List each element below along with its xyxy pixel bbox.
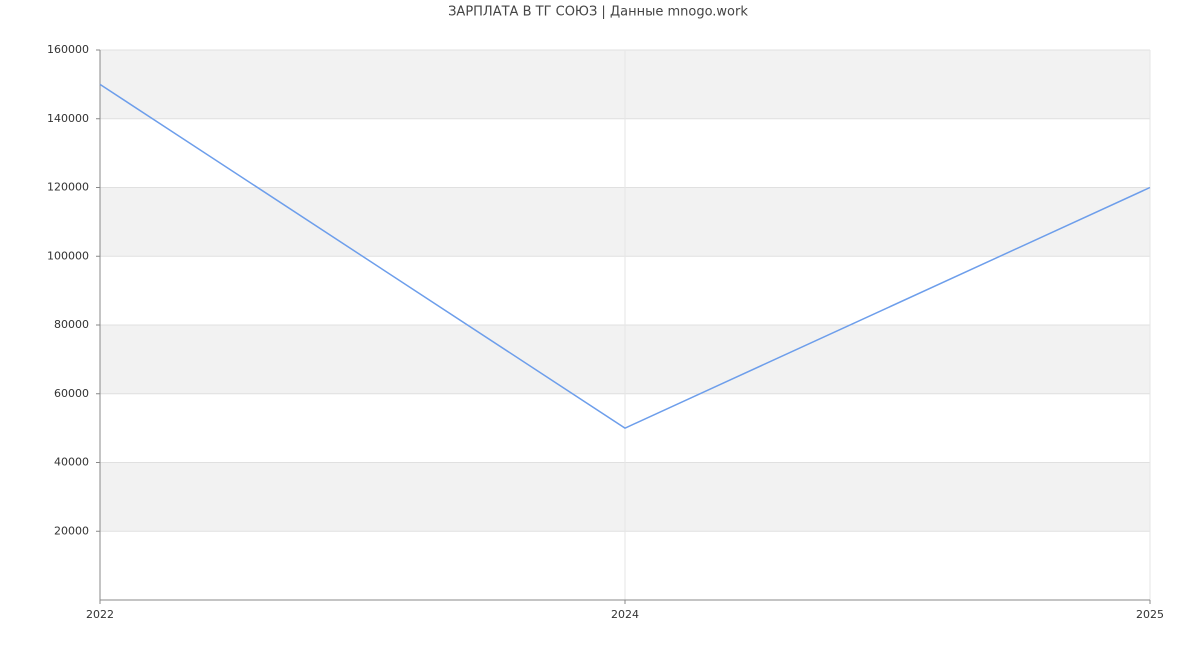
x-tick-label: 2025 [1136, 608, 1164, 621]
y-tick-label: 80000 [54, 318, 89, 331]
y-tick-label: 160000 [47, 43, 89, 56]
y-tick-label: 140000 [47, 112, 89, 125]
line [99, 83, 1151, 429]
y-tick-label: 100000 [47, 249, 89, 262]
x-tick-label: 2024 [611, 608, 639, 621]
y-tick-label: 120000 [47, 181, 89, 194]
y-tick-label: 40000 [54, 456, 89, 469]
chart-title: ЗАРПЛАТА В ТГ СОЮЗ | Данные mnogo.work [448, 5, 748, 20]
y-tick-label: 60000 [54, 387, 89, 400]
x-tick-label: 2022 [86, 608, 114, 621]
y-tick-label: 20000 [54, 524, 89, 537]
